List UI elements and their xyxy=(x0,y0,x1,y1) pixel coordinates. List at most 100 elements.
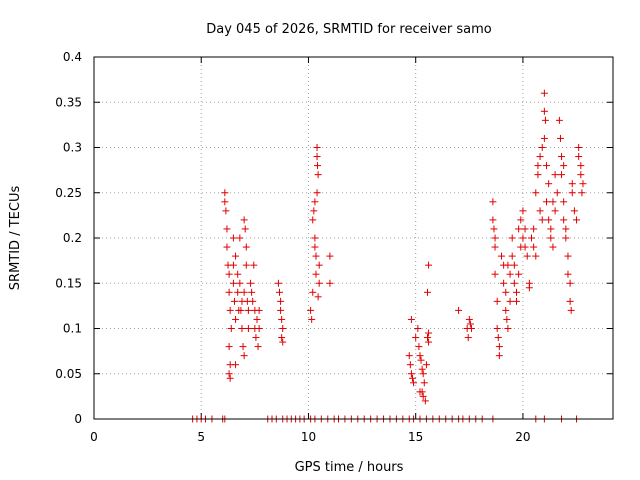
y-tick-label: 0.15 xyxy=(55,276,82,290)
data-point xyxy=(226,306,234,314)
data-point xyxy=(225,343,233,351)
data-point xyxy=(240,352,248,360)
y-tick-label: 0.4 xyxy=(63,50,82,64)
data-point xyxy=(236,234,244,242)
data-point xyxy=(562,225,570,233)
data-point xyxy=(419,370,427,378)
data-point xyxy=(528,234,536,242)
data-point xyxy=(232,361,240,369)
data-point xyxy=(567,306,575,314)
data-point xyxy=(578,189,586,197)
data-point xyxy=(421,397,429,405)
data-point xyxy=(240,288,248,296)
data-point xyxy=(489,198,497,206)
data-point xyxy=(314,293,322,301)
y-tick-label: 0.1 xyxy=(63,322,82,336)
data-point xyxy=(579,180,587,188)
data-point xyxy=(497,252,505,260)
data-point xyxy=(534,171,542,179)
data-point xyxy=(538,216,546,224)
data-point xyxy=(417,356,425,364)
data-point xyxy=(237,306,245,314)
data-point xyxy=(540,107,548,115)
y-tick-label: 0.2 xyxy=(63,231,82,245)
data-point xyxy=(240,216,248,224)
data-point xyxy=(545,180,553,188)
data-point xyxy=(543,198,551,206)
data-point xyxy=(547,225,555,233)
x-tick-label: 10 xyxy=(301,430,316,444)
data-point xyxy=(502,306,510,314)
data-point xyxy=(255,325,263,332)
data-point xyxy=(519,234,527,242)
data-point xyxy=(515,225,523,233)
data-point xyxy=(504,325,512,332)
data-point xyxy=(310,207,318,215)
data-point xyxy=(530,243,538,251)
data-point xyxy=(568,189,576,197)
data-point xyxy=(236,279,244,287)
data-point xyxy=(422,361,430,369)
data-point xyxy=(551,171,559,179)
data-point xyxy=(549,243,557,251)
data-point xyxy=(279,338,287,346)
data-point xyxy=(493,297,501,305)
data-point xyxy=(274,279,282,287)
data-point xyxy=(249,297,257,305)
x-axis-label: GPS time / hours xyxy=(295,460,404,475)
data-point xyxy=(311,198,319,206)
data-point xyxy=(515,270,523,278)
data-point xyxy=(551,207,559,215)
data-point xyxy=(416,388,424,396)
data-point xyxy=(489,216,497,224)
data-point xyxy=(560,216,568,224)
data-point xyxy=(252,334,260,342)
data-point xyxy=(244,325,252,332)
data-point xyxy=(490,225,498,233)
data-point xyxy=(575,144,583,151)
data-point xyxy=(425,261,433,269)
data-point xyxy=(313,153,321,161)
data-point xyxy=(234,270,242,278)
data-point xyxy=(495,352,503,360)
data-point xyxy=(536,153,544,161)
y-tick-label: 0.25 xyxy=(55,186,82,200)
data-point xyxy=(575,153,583,161)
data-point xyxy=(250,261,258,269)
data-point xyxy=(536,207,544,215)
data-point xyxy=(242,243,250,251)
data-point xyxy=(407,370,415,378)
data-point xyxy=(560,198,568,206)
data-point xyxy=(547,234,555,242)
x-tick-label: 5 xyxy=(197,430,205,444)
data-point xyxy=(229,234,237,242)
data-point xyxy=(512,288,520,296)
data-point xyxy=(577,162,585,170)
data-point xyxy=(566,279,574,287)
data-point xyxy=(495,343,503,351)
data-point xyxy=(410,379,418,387)
data-point xyxy=(464,334,472,342)
data-point xyxy=(425,329,433,337)
data-point xyxy=(232,252,240,260)
x-tick-label: 20 xyxy=(515,430,530,444)
data-point xyxy=(423,288,431,296)
data-point xyxy=(242,261,250,269)
data-point xyxy=(556,134,564,142)
data-point xyxy=(312,252,320,260)
data-point xyxy=(309,288,317,296)
data-point xyxy=(278,315,286,323)
y-tick-label: 0.35 xyxy=(55,95,82,109)
data-point xyxy=(241,225,249,233)
data-point xyxy=(247,279,255,287)
data-point xyxy=(500,279,508,287)
data-point xyxy=(406,361,414,369)
data-point xyxy=(254,343,262,351)
data-point xyxy=(555,116,563,124)
data-point xyxy=(530,225,538,233)
data-point xyxy=(541,116,549,124)
data-point xyxy=(467,325,475,332)
data-point xyxy=(534,162,542,170)
data-point xyxy=(313,189,321,197)
data-point xyxy=(503,315,511,323)
